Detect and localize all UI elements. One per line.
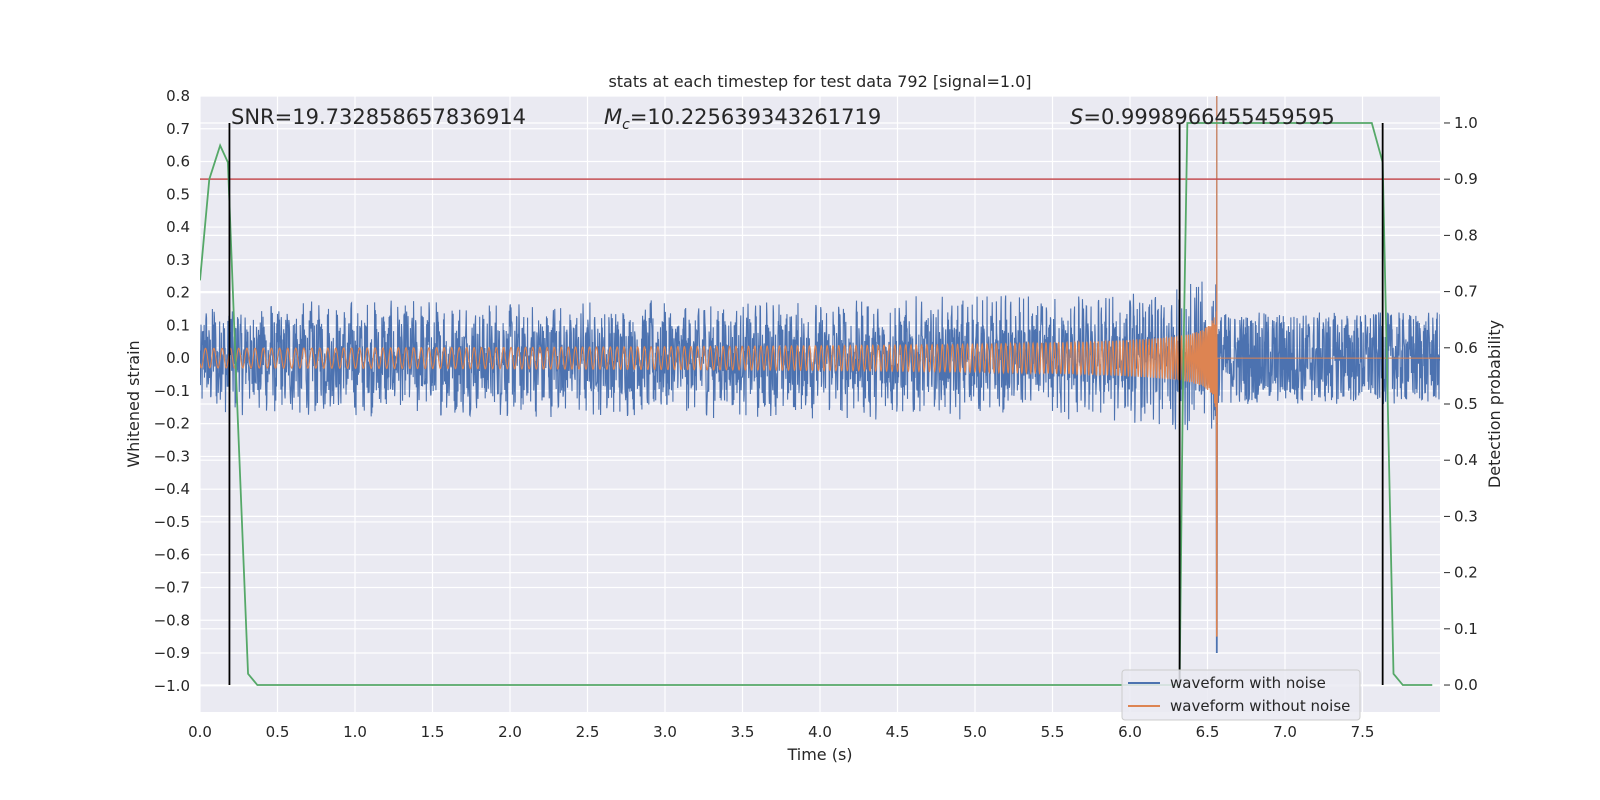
y-left-tick-label-3: 0.5 [166,185,190,203]
y-right-tick-label-9: 0.9 [1454,170,1478,188]
legend-label-noise: waveform with noise [1170,674,1326,692]
mc-symbol: M [604,105,622,129]
markers-layer [228,122,1384,686]
x-tick-label-15: 7.5 [1351,723,1375,741]
y-right-tick-label-5: 0.5 [1454,395,1478,413]
legend: waveform with noise waveform without noi… [1121,669,1361,721]
x-tick-label-6: 3.0 [653,723,677,741]
legend-label-clean: waveform without noise [1170,697,1350,715]
y-right-tick-label-6: 0.6 [1454,339,1478,357]
x-tick-label-14: 7.0 [1273,723,1297,741]
legend-box [1121,669,1361,721]
chirp-mass-annotation: Mc=10.225639343261719 [604,105,881,133]
y-axis-left-label: Whitened strain [124,340,143,467]
s-value: =0.9998966455459595 [1083,105,1334,129]
y-left-tick-label-11: −0.3 [154,447,190,465]
y-right-tick-label-0: 0.0 [1454,676,1478,694]
x-axis-label: Time (s) [786,745,852,764]
x-tick-label-5: 2.5 [576,723,600,741]
y-left-tick-label-12: −0.4 [154,480,190,498]
y-axis-right-label: Detection probability [1485,320,1504,488]
y-left-tick-label-8: 0.0 [166,349,190,367]
y-right-tick-label-10: 1.0 [1454,114,1478,132]
snr-score-annotation: S=0.9998966455459595 [1070,105,1335,129]
y-left-tick-label-17: −0.9 [154,644,190,662]
y-left-tick-label-10: −0.2 [154,415,190,433]
x-tick-label-11: 5.5 [1041,723,1065,741]
y-right-tick-label-8: 0.8 [1454,226,1478,244]
y-left-tick-label-0: 0.8 [166,87,190,105]
y-left-tick-label-1: 0.7 [166,120,190,138]
y-left-tick-label-18: −1.0 [154,677,190,695]
y-right-tick-label-2: 0.2 [1454,564,1478,582]
x-tick-label-10: 5.0 [963,723,987,741]
y-left-tick-label-16: −0.8 [154,611,190,629]
x-tick-label-1: 0.5 [266,723,290,741]
y-right-tick-label-7: 0.7 [1454,283,1478,301]
x-tick-label-2: 1.0 [343,723,367,741]
series-waveform-without-noise [200,96,1440,637]
snr-annotation: SNR=19.732858657836914 [231,105,526,129]
x-tick-label-8: 4.0 [808,723,832,741]
y-left-tick-label-7: 0.1 [166,316,190,334]
y-left-tick-label-9: −0.1 [154,382,190,400]
y-left-tick-label-14: −0.6 [154,546,190,564]
x-tick-label-13: 6.5 [1196,723,1220,741]
series-layer [200,96,1440,686]
y-right-tick-label-3: 0.3 [1454,507,1478,525]
mc-value: =10.225639343261719 [630,105,881,129]
y-left-tick-label-2: 0.6 [166,153,190,171]
x-tick-label-3: 1.5 [421,723,445,741]
series-clip-group [200,96,1440,686]
y-left-tick-label-13: −0.5 [154,513,190,531]
y-left-tick-label-6: 0.2 [166,284,190,302]
series-waveform-with-noise [200,96,1440,654]
series-detection-probability [200,122,1433,686]
x-tick-label-7: 3.5 [731,723,755,741]
y-left-tick-label-4: 0.4 [166,218,190,236]
x-tick-label-0: 0.0 [188,723,212,741]
y-right-tick-label-1: 0.1 [1454,620,1478,638]
x-tick-label-9: 4.5 [886,723,910,741]
y-right-tick-label-4: 0.4 [1454,451,1478,469]
mc-subscript: c [622,117,630,133]
s-symbol: S [1070,105,1083,129]
y-left-tick-label-15: −0.7 [154,578,190,596]
ticks-layer: 0.0 0.5 1.0 1.5 2.0 2.5 3.0 3.5 4.0 4.5 5.0 5.5 6.0 6… [154,87,1478,741]
y-left-tick-label-5: 0.3 [166,251,190,269]
x-tick-label-12: 6.0 [1118,723,1142,741]
chart-title: stats at each timestep for test data 792… [608,72,1031,91]
x-tick-label-4: 2.0 [498,723,522,741]
